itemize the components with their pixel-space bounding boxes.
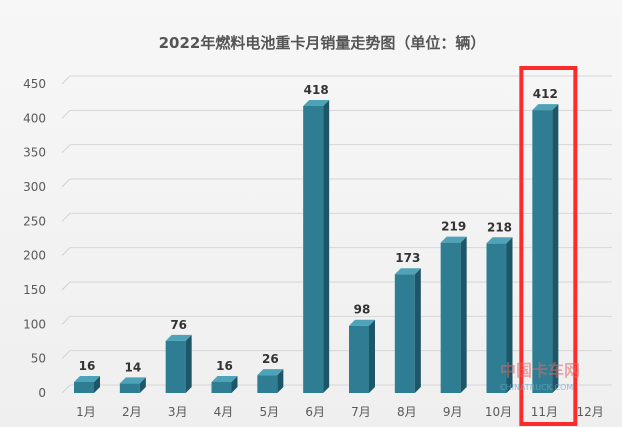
bar-side: [506, 237, 513, 393]
bar: [486, 243, 507, 393]
watermark: 中国卡车网 CHINATRUCK.COM: [500, 361, 580, 392]
bar-side: [94, 376, 100, 393]
data-label: 16: [79, 359, 96, 373]
gridline-corner: [61, 247, 71, 257]
y-tick-label: 300: [23, 180, 46, 194]
y-tick-label: 400: [23, 111, 46, 125]
bar-top: [440, 236, 467, 243]
bar: [74, 382, 94, 393]
y-tick-label: 250: [23, 214, 46, 228]
bar: [440, 242, 461, 393]
bar-side: [552, 104, 559, 394]
bar: [303, 105, 324, 394]
y-tick-label: 200: [23, 249, 46, 263]
gridline-corner: [61, 178, 71, 188]
bar-top: [211, 376, 238, 383]
y-tick-label: 50: [31, 352, 46, 366]
bar-side: [460, 236, 467, 393]
bar-top: [74, 376, 100, 383]
data-label: 26: [262, 352, 279, 366]
x-tick-label: 3月: [168, 405, 188, 419]
x-axis-ticks: 1月 2月 3月 4月 5月 6月 7月 8月 9月 10月 11月 12月: [76, 405, 604, 419]
y-tick-label: 100: [23, 317, 46, 331]
x-tick-label: 2月: [122, 405, 142, 419]
y-axis-ticks: 0 50 100 150 200 250 300 350 400 450: [23, 77, 46, 400]
data-label: 418: [304, 83, 329, 97]
bar-top: [303, 99, 330, 106]
bar-top: [165, 334, 192, 341]
bar-top: [532, 104, 559, 111]
gridline-corner: [61, 315, 71, 325]
highlight-box: [519, 66, 578, 426]
bar: [165, 340, 186, 393]
bar: [257, 375, 278, 393]
y-tick-label: 0: [38, 386, 46, 400]
bar: [211, 382, 232, 393]
gridline-corner: [61, 350, 71, 360]
bar-top: [349, 319, 375, 326]
gridline-corner: [61, 75, 71, 85]
chart-title: 2022年燃料电池重卡月销量走势图（单位：辆）: [159, 34, 486, 52]
bar-side: [277, 369, 284, 393]
y-tick-label: 150: [23, 283, 46, 297]
bar: [532, 110, 553, 394]
watermark-text: 中国卡车网: [500, 361, 580, 380]
gridlines: [61, 75, 612, 394]
data-label: 412: [533, 87, 558, 101]
bar-side: [323, 99, 330, 394]
bar-top: [486, 237, 513, 244]
bar: [119, 383, 140, 393]
bar: [394, 274, 415, 393]
gridline-corner: [61, 384, 71, 394]
bar-top: [257, 369, 284, 376]
x-tick-label: 1月: [76, 405, 96, 419]
data-label: 16: [216, 359, 233, 373]
bar-top: [119, 377, 146, 384]
bar-side: [414, 268, 421, 393]
x-tick-label: 5月: [260, 405, 280, 419]
data-label: 14: [124, 360, 141, 374]
watermark-subtext: CHINATRUCK.COM: [500, 383, 573, 392]
data-label: 98: [354, 303, 371, 317]
bar-side: [139, 377, 146, 393]
data-label: 173: [395, 251, 420, 265]
bar: [349, 325, 369, 393]
bars: [74, 99, 559, 394]
data-label: 219: [441, 220, 466, 234]
x-tick-label: 6月: [305, 405, 325, 419]
x-tick-label: 12月: [577, 405, 604, 419]
y-tick-label: 450: [23, 77, 46, 91]
data-label: 76: [170, 318, 187, 332]
gridline-corner: [61, 212, 71, 222]
bar-top: [394, 268, 421, 275]
x-tick-label: 11月: [531, 405, 558, 419]
x-tick-label: 9月: [443, 405, 463, 419]
gridline-corner: [61, 281, 71, 291]
bar-side: [185, 334, 192, 393]
data-label: 218: [487, 220, 512, 234]
gridline-corner: [61, 144, 71, 154]
data-labels: 16 14 76 16 26 418 98 173 219 218 412: [79, 83, 558, 374]
bar-side: [231, 376, 238, 393]
y-tick-label: 350: [23, 146, 46, 160]
gridline-corner: [61, 109, 71, 119]
x-tick-label: 10月: [485, 405, 512, 419]
x-tick-label: 8月: [397, 405, 417, 419]
x-tick-label: 4月: [214, 405, 234, 419]
x-tick-label: 7月: [351, 405, 371, 419]
bar-side: [369, 319, 375, 393]
